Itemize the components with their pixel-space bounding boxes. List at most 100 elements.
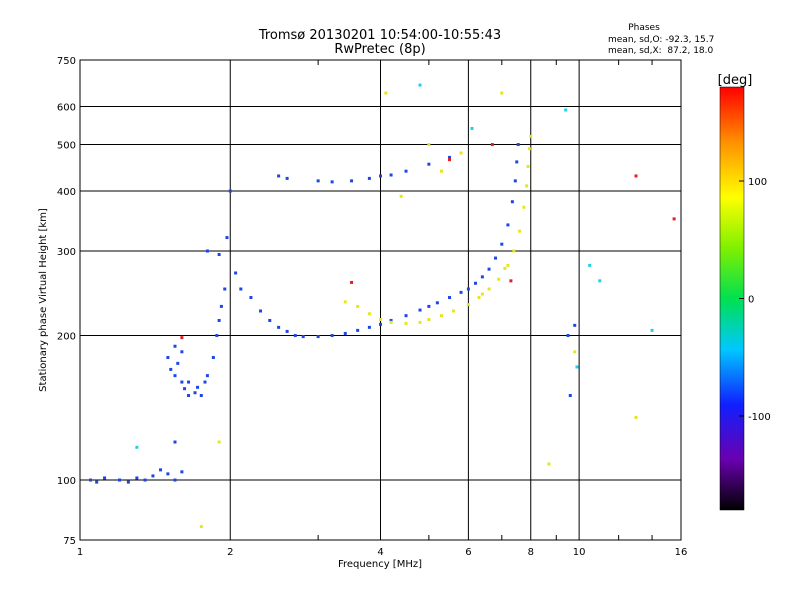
data-point (459, 290, 463, 294)
data-point (470, 126, 474, 130)
colorbar-tick-label: -100 (748, 412, 771, 423)
data-point (448, 296, 452, 300)
data-point (350, 280, 354, 284)
x-tick-label: 10 (573, 547, 586, 558)
data-point (277, 325, 281, 329)
x-tick-label: 6 (465, 547, 471, 558)
data-point (466, 287, 470, 291)
data-point (187, 394, 191, 398)
data-point (217, 253, 221, 257)
data-point (518, 229, 522, 233)
data-point (510, 200, 514, 204)
data-point (506, 223, 510, 227)
data-point (356, 328, 360, 332)
data-point (399, 194, 403, 198)
data-point (418, 320, 422, 324)
data-point (234, 271, 238, 275)
data-point (217, 318, 221, 322)
colorbar-ticks: 100 0 -100 (739, 177, 771, 423)
data-point (525, 184, 529, 188)
data-point (487, 267, 491, 271)
data-point (166, 355, 170, 359)
data-point (512, 249, 516, 253)
y-tick-label: 75 (63, 536, 76, 547)
data-point (494, 256, 498, 260)
data-point (522, 205, 526, 209)
data-point (527, 147, 531, 151)
data-point (566, 334, 570, 338)
data-point (573, 350, 577, 354)
data-point (650, 328, 654, 332)
y-tick-labels: 75 100 200 300 400 500 600 750 (57, 56, 76, 547)
data-point (169, 367, 173, 371)
data-point (180, 350, 184, 354)
data-point (343, 300, 347, 304)
data-point (343, 331, 347, 335)
data-point (598, 279, 602, 283)
y-tick-label: 200 (57, 332, 76, 343)
data-point (183, 387, 187, 391)
data-point (173, 374, 177, 378)
data-point (466, 303, 470, 307)
data-point (316, 335, 320, 339)
data-point (151, 474, 155, 478)
data-point (143, 478, 147, 482)
data-point (440, 314, 444, 318)
data-point (404, 321, 408, 325)
data-point (268, 318, 272, 322)
data-point (166, 472, 170, 476)
data-point (293, 334, 297, 338)
x-axis-label: Frequency [MHz] (338, 559, 422, 570)
data-point (379, 322, 382, 326)
data-point (215, 334, 219, 338)
x-tick-label: 8 (528, 547, 534, 558)
x-tick-labels: 1 2 4 6 8 10 16 (77, 547, 688, 558)
data-point (634, 415, 638, 419)
data-point (285, 329, 289, 333)
data-point (199, 394, 203, 398)
x-tick-label: 16 (675, 547, 688, 558)
data-point (427, 162, 431, 166)
data-point (199, 525, 203, 529)
phase-stats-heading: Phases (628, 23, 660, 33)
data-point (473, 281, 477, 285)
data-point (418, 308, 422, 312)
data-point (477, 296, 481, 300)
data-point (427, 143, 431, 147)
data-point (529, 134, 533, 138)
x-tick-label: 1 (77, 547, 83, 558)
data-point (503, 266, 507, 270)
plot-frame (79, 59, 682, 541)
data-point (506, 263, 510, 267)
data-point (205, 374, 209, 378)
data-point (564, 108, 568, 112)
data-point (187, 380, 191, 384)
data-point (367, 176, 371, 180)
data-point (135, 445, 139, 449)
data-point (588, 263, 592, 267)
data-point (205, 249, 209, 253)
data-point (435, 301, 439, 305)
y-tick-label: 500 (57, 141, 76, 152)
data-point (239, 287, 243, 291)
data-point (193, 391, 197, 395)
data-point (497, 277, 501, 281)
data-point (404, 314, 408, 318)
data-points (89, 83, 676, 529)
data-point (118, 478, 122, 482)
data-point (367, 312, 371, 316)
x-tick-label: 4 (377, 547, 383, 558)
data-point (173, 440, 177, 444)
data-point (217, 440, 221, 444)
data-point (379, 174, 382, 178)
chart-title: Tromsø 20130201 10:54:00-10:55:43 (258, 28, 501, 43)
data-point (330, 180, 334, 184)
data-point (219, 304, 223, 308)
data-point (509, 279, 513, 283)
data-point (176, 361, 180, 365)
data-point (330, 334, 334, 338)
data-point (159, 468, 163, 472)
data-point (103, 476, 107, 480)
data-point (448, 155, 452, 159)
